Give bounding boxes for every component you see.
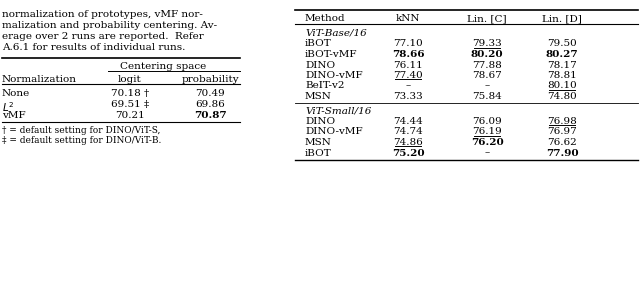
Text: 74.74: 74.74 (393, 127, 423, 136)
Text: vMF: vMF (2, 111, 26, 120)
Text: † = default setting for DINO/ViT-S,: † = default setting for DINO/ViT-S, (2, 126, 161, 135)
Text: 70.18 †: 70.18 † (111, 89, 149, 98)
Text: 70.87: 70.87 (194, 111, 227, 120)
Text: erage over 2 runs are reported.  Refer: erage over 2 runs are reported. Refer (2, 32, 204, 41)
Text: ViT-Small/16: ViT-Small/16 (305, 107, 371, 116)
Text: DINO-vMF: DINO-vMF (305, 71, 363, 80)
Text: –: – (484, 148, 490, 157)
Text: 76.09: 76.09 (472, 117, 502, 126)
Text: DINO-vMF: DINO-vMF (305, 127, 363, 136)
Text: 70.49: 70.49 (195, 89, 225, 98)
Text: None: None (2, 89, 30, 98)
Text: iBOT-vMF: iBOT-vMF (305, 50, 358, 59)
Text: malization and probability centering. Av-: malization and probability centering. Av… (2, 21, 217, 30)
Text: 77.90: 77.90 (546, 148, 579, 157)
Text: 74.86: 74.86 (393, 138, 423, 147)
Text: 78.81: 78.81 (547, 71, 577, 80)
Text: probability: probability (181, 75, 239, 84)
Text: Centering space: Centering space (120, 62, 206, 71)
Text: 80.10: 80.10 (547, 81, 577, 91)
Text: 73.33: 73.33 (393, 92, 423, 101)
Text: 78.67: 78.67 (472, 71, 502, 80)
Text: 69.86: 69.86 (195, 100, 225, 109)
Text: ‡ = default setting for DINO/ViT-B.: ‡ = default setting for DINO/ViT-B. (2, 136, 161, 145)
Text: ViT-Base/16: ViT-Base/16 (305, 29, 367, 38)
Text: –: – (405, 81, 411, 91)
Text: 76.19: 76.19 (472, 127, 502, 136)
Text: 76.11: 76.11 (393, 61, 423, 70)
Text: 76.98: 76.98 (547, 117, 577, 126)
Text: normalization of prototypes, vMF nor-: normalization of prototypes, vMF nor- (2, 10, 203, 19)
Text: 77.10: 77.10 (393, 40, 423, 49)
Text: Lin. [D]: Lin. [D] (542, 14, 582, 23)
Text: –: – (484, 81, 490, 91)
Text: BeIT-v2: BeIT-v2 (305, 81, 344, 91)
Text: 80.20: 80.20 (470, 50, 503, 59)
Text: 80.27: 80.27 (546, 50, 579, 59)
Text: 79.50: 79.50 (547, 40, 577, 49)
Text: Lin. [C]: Lin. [C] (467, 14, 507, 23)
Text: 77.40: 77.40 (393, 71, 423, 80)
Text: 78.66: 78.66 (392, 50, 424, 59)
Text: 79.33: 79.33 (472, 40, 502, 49)
Text: Method: Method (305, 14, 346, 23)
Text: logit: logit (118, 75, 142, 84)
Text: MSN: MSN (305, 92, 332, 101)
Text: 69.51 ‡: 69.51 ‡ (111, 100, 149, 109)
Text: Normalization: Normalization (2, 75, 77, 84)
Text: 75.20: 75.20 (392, 148, 424, 157)
Text: 78.17: 78.17 (547, 61, 577, 70)
Text: 76.97: 76.97 (547, 127, 577, 136)
Text: DINO: DINO (305, 61, 335, 70)
Text: 74.44: 74.44 (393, 117, 423, 126)
Text: MSN: MSN (305, 138, 332, 147)
Text: 75.84: 75.84 (472, 92, 502, 101)
Text: $L^2$: $L^2$ (2, 100, 14, 114)
Text: iBOT: iBOT (305, 40, 332, 49)
Text: 76.20: 76.20 (470, 138, 504, 147)
Text: 70.21: 70.21 (115, 111, 145, 120)
Text: 74.80: 74.80 (547, 92, 577, 101)
Text: A.6.1 for results of individual runs.: A.6.1 for results of individual runs. (2, 43, 186, 52)
Text: 77.88: 77.88 (472, 61, 502, 70)
Text: DINO: DINO (305, 117, 335, 126)
Text: iBOT: iBOT (305, 148, 332, 157)
Text: 76.62: 76.62 (547, 138, 577, 147)
Text: kNN: kNN (396, 14, 420, 23)
